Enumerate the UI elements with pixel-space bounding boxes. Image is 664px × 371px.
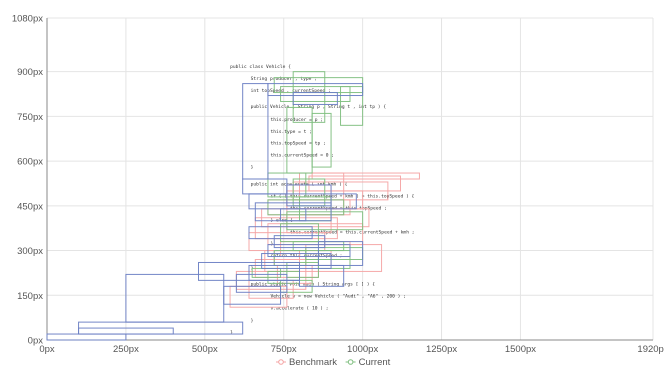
data-rect	[267, 83, 364, 97]
code-line: this.currentSpeed = this.currentSpeed + …	[290, 229, 414, 235]
y-tick-label: 750px	[17, 112, 43, 123]
code-line: this.producer = p ;	[270, 117, 323, 123]
y-tick-label: 600px	[17, 157, 43, 168]
x-tick-label: 0px	[39, 344, 55, 355]
x-tick-label: 1920px	[637, 344, 664, 355]
code-line: this.currentSpeed = 0 ;	[270, 153, 334, 159]
x-tick-label: 250px	[113, 344, 139, 355]
legend-label: Benchmark	[289, 357, 337, 368]
x-tick-label: 750px	[271, 344, 297, 355]
data-rect	[261, 253, 332, 269]
data-rect	[46, 333, 127, 341]
code-line: public static void main ( String args [ …	[251, 282, 376, 288]
x-tick-label: 1500px	[505, 344, 536, 355]
y-tick-label: 450px	[17, 201, 43, 212]
y-tick-label: 900px	[17, 67, 43, 78]
y-tick-label: 150px	[17, 291, 43, 302]
data-rect	[248, 226, 313, 240]
code-line: if ( ( this.currentSpeed + kmh ) > this.…	[270, 193, 414, 199]
data-rect	[235, 273, 288, 293]
code-line: public Vehicle ( String p , String t , i…	[251, 104, 387, 110]
code-line: }	[230, 329, 233, 335]
code-line: this.topSpeed = tp ;	[270, 141, 325, 147]
grid	[47, 17, 654, 340]
code-line: }	[251, 318, 254, 324]
y-tick-label: 1080px	[12, 14, 43, 25]
x-axis-ticks: 0px 250px 500px 750px 1000px 1250px 1500px 1920…	[39, 344, 664, 355]
code-line: this.type = t ;	[270, 129, 312, 135]
data-rect	[280, 208, 307, 222]
y-axis-ticks: 0px 150px 300px 450px 600px 750px 900px 1080px	[12, 14, 43, 347]
x-tick-label: 1250px	[426, 344, 457, 355]
code-line: Vehicle v = new Vehicle ( "Audi" , "A6" …	[270, 294, 406, 300]
data-rect	[125, 273, 225, 323]
axes	[46, 18, 653, 341]
code-line: int topSpeed , currentSpeed ;	[251, 88, 331, 94]
x-tick-label: 500px	[192, 344, 218, 355]
x-tick-label: 1000px	[347, 344, 378, 355]
data-rect	[267, 244, 351, 258]
data-rect	[317, 241, 364, 266]
code-line: String producer , type ;	[251, 76, 317, 82]
data-rect	[248, 264, 300, 281]
legend-marker	[347, 359, 354, 365]
data-rect	[251, 267, 282, 278]
y-tick-label: 300px	[17, 246, 43, 257]
legend-item-current[interactable]: Current	[345, 357, 391, 368]
data-rect	[286, 261, 319, 278]
legend-label: Current	[359, 357, 391, 368]
y-tick-label: 0px	[28, 336, 44, 347]
data-rect	[311, 112, 332, 168]
code-line: v.accelerate ( 10 ) ;	[270, 306, 328, 312]
data-rect	[280, 86, 351, 102]
legend-marker	[278, 359, 284, 365]
data-rect	[242, 83, 269, 180]
data-rect	[286, 184, 332, 207]
data-rect	[340, 86, 364, 126]
legend-item-benchmark[interactable]: Benchmark	[276, 357, 337, 368]
series-unnamed	[46, 83, 364, 341]
code-line: public class Vehicle {	[230, 64, 291, 70]
legend: Benchmark Current	[276, 357, 391, 368]
data-rect	[292, 92, 338, 105]
code-line: }	[251, 165, 254, 171]
series-group	[46, 71, 420, 341]
